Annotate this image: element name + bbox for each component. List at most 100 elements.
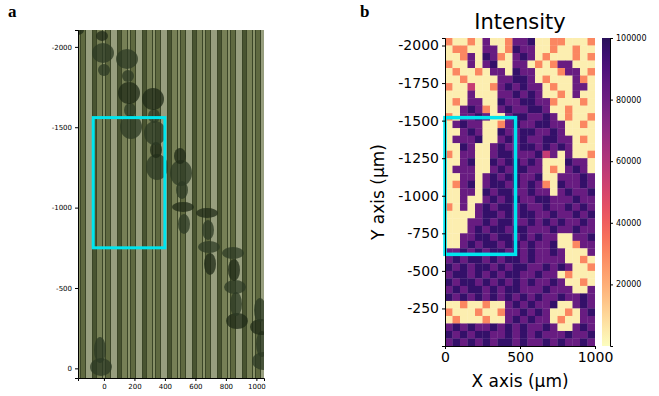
x-axis: 02004006008001000: [79, 378, 266, 391]
heatmap-cell: [573, 301, 581, 309]
tick-label: -500: [407, 263, 439, 279]
heatmap-cell: [588, 173, 596, 181]
tick: 200: [128, 378, 141, 391]
heatmap-cell: [588, 241, 596, 249]
heatmap-cell: [565, 46, 573, 54]
heatmap-cell: [580, 196, 588, 204]
heatmap-cell: [483, 91, 491, 99]
heatmap-cell: [520, 68, 528, 76]
heatmap-cell: [505, 106, 513, 114]
image-texture: [116, 49, 138, 69]
heatmap-cell: [588, 61, 596, 69]
tick-label: 1000: [248, 383, 266, 391]
heatmap-cell: [505, 338, 513, 346]
image-texture: [211, 30, 217, 378]
heatmap-cell: [580, 46, 588, 54]
heatmap-cell: [573, 53, 581, 61]
heatmap-cell: [565, 331, 573, 339]
heatmap-cell: [520, 256, 528, 264]
heatmap-cell: [475, 61, 483, 69]
heatmap-cell: [498, 76, 506, 84]
heatmap-cell: [498, 278, 506, 286]
heatmap-cell: [520, 331, 528, 339]
heatmap-cell: [588, 233, 596, 241]
heatmap-cell: [475, 53, 483, 61]
heatmap-cell: [520, 316, 528, 324]
heatmap-cell: [520, 248, 528, 256]
heatmap-cell: [460, 91, 468, 99]
heatmap-cell: [580, 271, 588, 279]
heatmap-cell: [535, 113, 543, 121]
heatmap-cell: [573, 38, 581, 46]
heatmap-cell: [588, 76, 596, 84]
tick-mark: [256, 378, 257, 381]
heatmap-cell: [565, 53, 573, 61]
heatmap-cell: [558, 53, 566, 61]
heatmap-cell: [453, 158, 461, 166]
heatmap-cell: [543, 301, 551, 309]
heatmap-cell: [460, 323, 468, 331]
heatmap-cell: [543, 248, 551, 256]
heatmap-cell: [543, 38, 551, 46]
heatmap-cell: [483, 226, 491, 234]
heatmap-cell: [565, 136, 573, 144]
image-texture: [170, 160, 192, 186]
heatmap-cell: [543, 271, 551, 279]
heatmap-cell: [520, 241, 528, 249]
heatmap-cell: [550, 158, 558, 166]
heatmap-cell: [528, 136, 536, 144]
tick: 0: [102, 378, 106, 391]
heatmap-cell: [483, 68, 491, 76]
heatmap-cell: [520, 136, 528, 144]
heatmap-cell: [453, 293, 461, 301]
heatmap-cell: [573, 308, 581, 316]
heatmap-cell: [550, 121, 558, 129]
heatmap-cell: [453, 241, 461, 249]
heatmap-cell: [580, 301, 588, 309]
heatmap-cell: [535, 181, 543, 189]
heatmap-cell: [580, 38, 588, 46]
tick-label: -250: [407, 300, 439, 316]
heatmap-cell: [460, 226, 468, 234]
tick-mark: [442, 233, 445, 234]
heatmap-cell: [490, 293, 498, 301]
heatmap-cell: [475, 278, 483, 286]
heatmap-cell: [483, 188, 491, 196]
heatmap-cell: [453, 173, 461, 181]
heatmap-cell: [513, 91, 521, 99]
heatmap-cell: [520, 196, 528, 204]
heatmap-cell: [520, 308, 528, 316]
heatmap-cell: [498, 158, 506, 166]
heatmap-cell: [520, 233, 528, 241]
heatmap-cell: [498, 301, 506, 309]
tick: -500: [407, 263, 445, 279]
heatmap-cell: [475, 323, 483, 331]
heatmap-cell: [573, 91, 581, 99]
heatmap-cell: [558, 256, 566, 264]
heatmap-cell: [543, 76, 551, 84]
heatmap-cell: [588, 83, 596, 91]
tick-label: 60000: [616, 157, 641, 166]
heatmap-cell: [505, 211, 513, 219]
heatmap-cell: [483, 293, 491, 301]
heatmap-cell: [588, 338, 596, 346]
heatmap-cell: [573, 293, 581, 301]
heatmap-cell: [468, 331, 476, 339]
heatmap-cell: [543, 113, 551, 121]
heatmap-cell: [475, 203, 483, 211]
tick: 0: [441, 346, 450, 365]
heatmap-cell: [565, 83, 573, 91]
heatmap-cell: [505, 301, 513, 309]
heatmap-cell: [483, 241, 491, 249]
heatmap-cell: [535, 83, 543, 91]
heatmap-cell: [505, 76, 513, 84]
heatmap-cell: [588, 151, 596, 159]
heatmap-cell: [445, 293, 453, 301]
heatmap-cell: [535, 263, 543, 271]
heatmap-cell: [550, 316, 558, 324]
heatmap-cell: [475, 188, 483, 196]
heatmap-cell: [460, 301, 468, 309]
heatmap-cell: [528, 203, 536, 211]
tick-label: -1500: [52, 124, 72, 132]
heatmap-cell: [475, 38, 483, 46]
